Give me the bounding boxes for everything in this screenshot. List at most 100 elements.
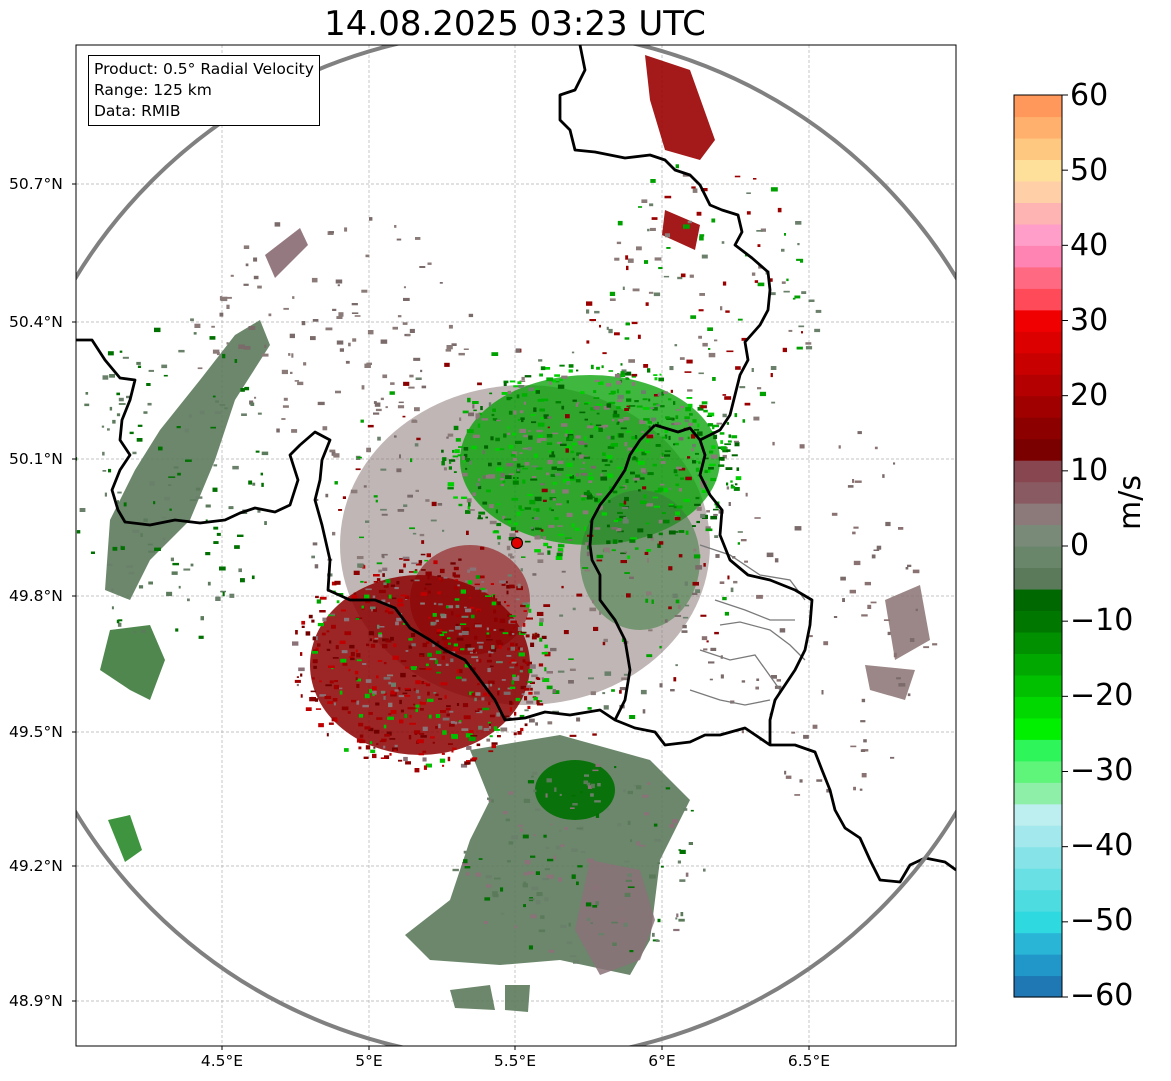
- radar-gate: [546, 434, 553, 438]
- radar-gate: [655, 444, 661, 447]
- radar-gate: [339, 690, 343, 695]
- radar-gate: [612, 942, 617, 946]
- radar-gate: [488, 693, 491, 697]
- radar-gate: [205, 552, 211, 556]
- radar-gate: [702, 457, 709, 460]
- radar-gate: [452, 868, 459, 872]
- radar-gate: [706, 640, 709, 643]
- radar-gate: [140, 629, 146, 633]
- radar-gate: [592, 599, 595, 604]
- radar-gate: [641, 199, 648, 203]
- radar-gate: [486, 634, 491, 638]
- radar-gate: [248, 480, 253, 485]
- radar-gate: [606, 326, 609, 330]
- radar-gate: [331, 717, 338, 722]
- radar-gate: [510, 642, 515, 647]
- radar-gate: [666, 247, 671, 249]
- radar-gate: [329, 449, 336, 453]
- radar-gate: [514, 925, 517, 929]
- radar-gate: [524, 709, 529, 712]
- radar-gate: [556, 552, 563, 557]
- radar-gate: [700, 483, 705, 488]
- radar-gate: [389, 753, 392, 756]
- radar-gate: [443, 576, 448, 579]
- radar-gate: [411, 643, 416, 647]
- radar-gate: [692, 419, 697, 423]
- radar-gate: [660, 405, 665, 408]
- radar-gate: [364, 581, 367, 584]
- radar-gate: [240, 388, 245, 392]
- radar-gate: [863, 739, 867, 743]
- radar-gate: [768, 292, 776, 296]
- radar-gate: [625, 479, 629, 483]
- radar-gate: [538, 663, 544, 667]
- radar-gate: [568, 658, 574, 660]
- radar-gate: [685, 530, 689, 535]
- radar-gate: [326, 630, 330, 633]
- radar-gate: [585, 542, 590, 546]
- sw-echo-3: [505, 985, 530, 1012]
- radar-gate: [627, 447, 633, 452]
- radar-gate: [590, 922, 593, 924]
- radar-gate: [388, 594, 392, 599]
- radar-gate: [497, 691, 500, 696]
- radar-gate: [351, 595, 358, 599]
- radar-gate: [370, 749, 376, 753]
- radar-gate: [388, 611, 394, 615]
- nw-pink-echo: [265, 228, 308, 278]
- radar-gate: [555, 555, 563, 560]
- lon-label: 5.5°E: [493, 1052, 537, 1070]
- radar-gate: [415, 489, 419, 492]
- radar-gate: [692, 444, 696, 448]
- radar-gate: [481, 697, 485, 701]
- radar-gate: [468, 313, 474, 318]
- radar-gate: [507, 574, 512, 577]
- radar-gate: [402, 622, 406, 625]
- radar-gate: [496, 419, 501, 422]
- radar-gate: [603, 705, 609, 710]
- radar-gate: [381, 738, 387, 742]
- radar-gate: [488, 653, 492, 657]
- radar-gate: [243, 245, 250, 249]
- radar-gate: [521, 376, 525, 381]
- radar-gate: [565, 537, 572, 540]
- radar-gate: [574, 527, 580, 531]
- radar-gate: [499, 618, 506, 623]
- radar-gate: [193, 332, 197, 335]
- radar-gate: [170, 557, 174, 562]
- radar-gate: [774, 558, 779, 563]
- radar-gate: [437, 591, 441, 595]
- radar-gate: [470, 735, 478, 737]
- radar-gate: [147, 402, 152, 406]
- radar-gate: [675, 664, 678, 667]
- radar-gate: [436, 663, 442, 666]
- radar-gate: [647, 472, 654, 476]
- radar-gate: [376, 578, 381, 582]
- radar-gate: [420, 369, 423, 373]
- radar-gate: [640, 468, 646, 473]
- radar-gate: [539, 373, 543, 377]
- radar-gate: [519, 428, 526, 433]
- radar-gate: [400, 660, 407, 663]
- radar-gate: [693, 554, 701, 559]
- radar-gate: [472, 401, 479, 404]
- radar-gate: [420, 735, 427, 738]
- radar-gate: [619, 687, 626, 691]
- radar-gate: [647, 534, 653, 539]
- radar-gate: [587, 858, 594, 863]
- radar-gate: [618, 540, 623, 543]
- radar-gate: [544, 897, 549, 902]
- radar-gate: [489, 683, 493, 687]
- radar-gate: [219, 404, 226, 406]
- radar-gate: [668, 398, 672, 401]
- radar-gate: [649, 203, 654, 207]
- radar-gate: [111, 606, 114, 610]
- radar-gate: [448, 629, 454, 632]
- radar-gate: [380, 690, 386, 694]
- radar-gate: [154, 327, 161, 333]
- product-label: Product: 0.5° Radial Velocity: [94, 60, 314, 78]
- radar-gate: [229, 506, 234, 508]
- radar-gate: [853, 786, 856, 791]
- radar-gate: [713, 434, 718, 440]
- radar-gate: [435, 650, 442, 654]
